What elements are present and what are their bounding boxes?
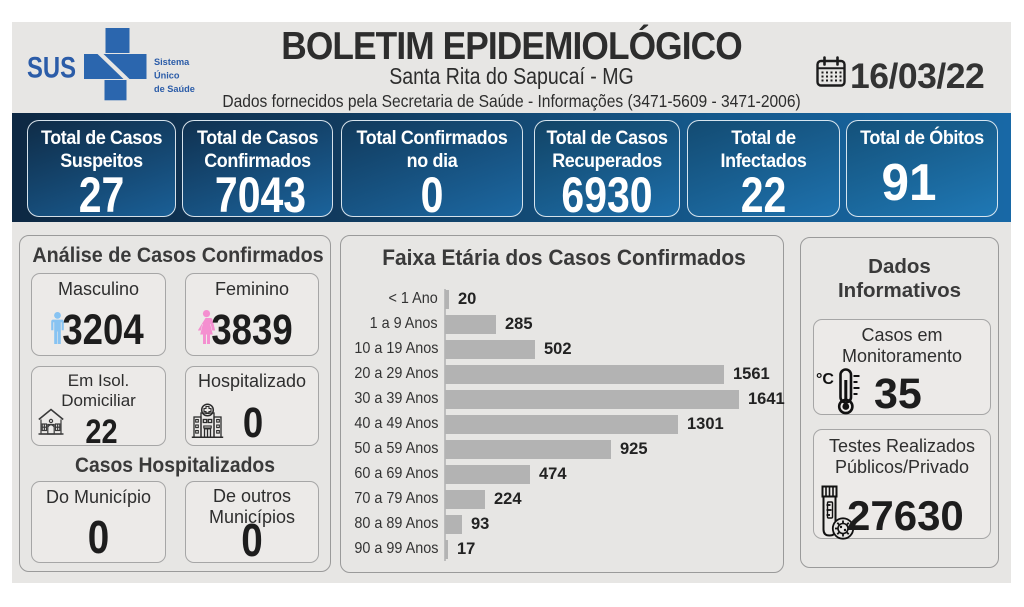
svg-text:SUS: SUS bbox=[27, 52, 76, 85]
svg-text:Sistema: Sistema bbox=[154, 57, 190, 67]
svg-text:°C: °C bbox=[816, 371, 834, 388]
svg-text:Único: Único bbox=[154, 70, 180, 81]
svg-text:de Saúde: de Saúde bbox=[154, 84, 195, 94]
